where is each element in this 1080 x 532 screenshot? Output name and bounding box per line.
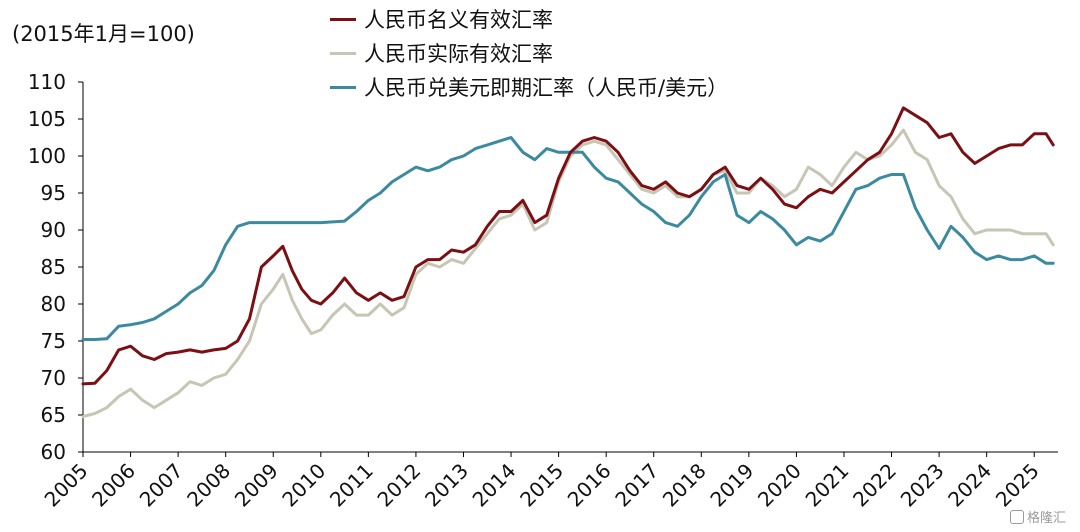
legend-label-nominal: 人民币名义有效汇率 <box>364 8 553 32</box>
x-tick-label: 2011 <box>325 459 378 512</box>
x-tick-label: 2017 <box>610 459 663 512</box>
legend-swatch-nominal <box>330 17 356 21</box>
legend-label-usd: 人民币兑美元即期汇率（人民币/美元） <box>364 76 729 100</box>
chart-plot-area <box>81 106 1055 418</box>
legend-label-real: 人民币实际有效汇率 <box>364 42 553 66</box>
watermark-logo-icon <box>1009 510 1024 524</box>
legend-item-real-reer: 人民币实际有效汇率 <box>330 36 728 70</box>
series-line-2 <box>81 136 1055 341</box>
y-tick-label: 65 <box>41 403 66 427</box>
y-tick-label: 110 <box>28 70 66 94</box>
x-tick-label: 2006 <box>87 459 140 512</box>
y-tick-label: 60 <box>41 440 66 464</box>
series-line-0 <box>81 106 1055 386</box>
x-tick-label: 2013 <box>420 459 473 512</box>
x-tick-label: 2005 <box>40 459 93 512</box>
x-tick-label: 2016 <box>563 459 616 512</box>
x-tick-label: 2022 <box>848 459 901 512</box>
legend-item-nominal-reer: 人民币名义有效汇率 <box>330 2 728 36</box>
x-tick-label: 2020 <box>753 459 806 512</box>
y-tick-label: 85 <box>41 255 66 279</box>
x-tick-label: 2014 <box>468 459 521 512</box>
legend-swatch-usd <box>330 85 356 89</box>
x-tick-label: 2007 <box>135 459 188 512</box>
watermark-text: 格隆汇 <box>1026 511 1066 526</box>
x-tick-label: 2019 <box>705 459 758 512</box>
series-line-1 <box>81 128 1055 418</box>
y-tick-label: 70 <box>41 366 66 390</box>
chart-legend: 人民币名义有效汇率 人民币实际有效汇率 人民币兑美元即期汇率（人民币/美元） <box>330 2 728 104</box>
x-tick-label: 2009 <box>230 459 283 512</box>
x-tick-label: 2012 <box>372 459 425 512</box>
y-tick-label: 105 <box>28 107 66 131</box>
x-tick-label: 2021 <box>801 459 854 512</box>
y-tick-label: 100 <box>28 144 66 168</box>
x-tick-label: 2010 <box>277 459 330 512</box>
x-tick-label: 2015 <box>515 459 568 512</box>
x-tick-label: 2023 <box>896 459 949 512</box>
chart-axes: 6065707580859095100105110200520062007200… <box>28 70 1058 512</box>
x-tick-label: 2008 <box>182 459 235 512</box>
x-tick-label: 2024 <box>943 459 996 512</box>
y-axis-unit-label: (2015年1月=100) <box>12 22 195 46</box>
x-tick-label: 2025 <box>991 459 1044 512</box>
y-tick-label: 80 <box>41 292 66 316</box>
x-tick-label: 2018 <box>658 459 711 512</box>
y-tick-label: 95 <box>41 181 66 205</box>
legend-swatch-real <box>330 51 356 55</box>
y-tick-label: 90 <box>41 218 66 242</box>
legend-item-usd-spot: 人民币兑美元即期汇率（人民币/美元） <box>330 70 728 104</box>
y-tick-label: 75 <box>41 329 66 353</box>
watermark: 格隆汇 <box>1009 507 1066 526</box>
